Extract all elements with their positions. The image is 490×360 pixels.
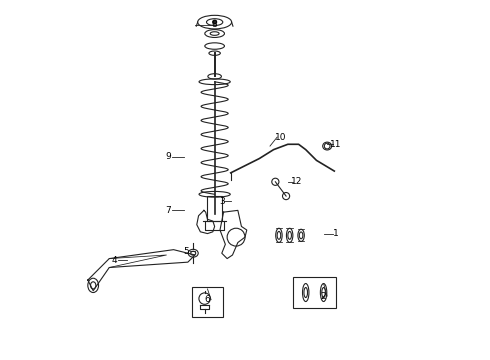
Text: 11: 11 — [330, 140, 342, 149]
Text: 2: 2 — [321, 292, 326, 301]
Text: 5: 5 — [183, 247, 189, 256]
Bar — [293, 277, 336, 308]
Text: 1: 1 — [333, 229, 339, 238]
Text: 9: 9 — [165, 152, 171, 161]
Text: 6: 6 — [205, 295, 210, 304]
Circle shape — [213, 20, 217, 24]
Text: 7: 7 — [165, 206, 171, 215]
Text: 10: 10 — [275, 132, 287, 141]
Text: 3: 3 — [219, 197, 224, 206]
Text: 12: 12 — [291, 177, 302, 186]
Text: 4: 4 — [112, 256, 118, 265]
Text: 8: 8 — [212, 20, 218, 29]
Bar — [207, 196, 222, 221]
Bar — [192, 287, 222, 318]
